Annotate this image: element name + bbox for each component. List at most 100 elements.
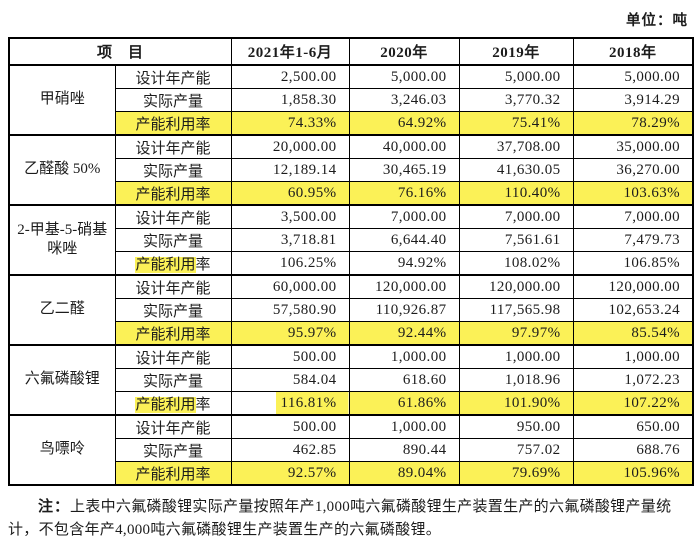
value-cell: 3,500.00 <box>230 204 350 229</box>
table-row: 产能利用率 92.57% 89.04% 79.69% 105.96% <box>9 461 694 486</box>
table-row: 2-甲基-5-硝基咪唑 设计年产能 3,500.00 7,000.00 7,000.00… <box>8 204 694 276</box>
table-body: 甲硝唑 设计年产能 2,500.00 5,000.00 5,000.00 5,000.00… <box>8 64 694 486</box>
product-cell: 乙醛酸 50% <box>8 134 116 206</box>
metric-label-cell: 产能利用率 <box>114 251 232 276</box>
value-cell: 462.85 <box>230 438 350 462</box>
table-row: 产能利用率 60.95% 76.16% 110.40% 103.63% <box>9 181 694 206</box>
value-cell: 618.60 <box>348 368 460 392</box>
value-cell: 3,718.81 <box>230 228 350 252</box>
capacity-table: 项 目 2021年1-6月 2020年 2019年 2018年 甲硝唑 设计年产能 2,50… <box>8 37 695 486</box>
value-cell: 101.90% <box>458 391 574 416</box>
value-cell: 500.00 <box>230 414 350 439</box>
value-cell: 120,000.00 <box>572 274 694 299</box>
table-row: 实际产量 1,858.30 3,246.03 3,770.32 3,914.29 <box>9 88 694 112</box>
value-cell: 36,270.00 <box>572 158 694 182</box>
metric-label-cell: 产能利用率 <box>114 391 232 416</box>
table-row: 甲硝唑 设计年产能 2,500.00 5,000.00 5,000.00 5,000.00 <box>8 64 694 136</box>
value-cell: 102,653.24 <box>572 298 694 322</box>
table-row: 产能利用率 116.81% 61.86% 101.90% 107.22% <box>9 391 694 416</box>
metric-label-highlight: 产能利用 <box>135 256 196 273</box>
product-cell: 鸟嘌呤 <box>8 414 116 486</box>
footnote: 注：上表中六氟磷酸锂实际产量按照年产1,000吨六氟磷酸锂生产装置生产的六氟磷酸… <box>8 496 690 543</box>
metric-label-cell: 设计年产能 <box>114 134 232 159</box>
value-cell: 650.00 <box>572 414 694 439</box>
table-row: 实际产量 584.04 618.60 1,018.96 1,072.23 <box>9 368 694 392</box>
value-cell: 7,000.00 <box>572 204 694 229</box>
value-cell: 1,000.00 <box>348 414 460 439</box>
value-cell: 40,000.00 <box>348 134 460 159</box>
value-cell: 30,465.19 <box>348 158 460 182</box>
value-cell: 5,000.00 <box>458 64 574 89</box>
value-cell: 106.25% <box>230 251 350 276</box>
value-cell: 7,000.00 <box>348 204 460 229</box>
metric-label-cell: 实际产量 <box>114 158 232 182</box>
col-header-year-0: 2021年1-6月 <box>230 37 350 66</box>
value-cell: 6,644.40 <box>348 228 460 252</box>
table-header: 项 目 2021年1-6月 2020年 2019年 2018年 <box>8 37 694 66</box>
product-cell: 甲硝唑 <box>8 64 116 136</box>
value-cell: 92.57% <box>230 461 350 486</box>
table-row: 实际产量 3,718.81 6,644.40 7,561.61 7,479.73 <box>9 228 694 252</box>
value-cell: 890.44 <box>348 438 460 462</box>
header-row: 项 目 2021年1-6月 2020年 2019年 2018年 <box>8 37 694 66</box>
value-cell: 7,561.61 <box>458 228 574 252</box>
metric-label-cell: 设计年产能 <box>114 414 232 439</box>
metric-label-cell: 产能利用率 <box>114 461 232 486</box>
value-cell: 688.76 <box>572 438 694 462</box>
value-cell: 110,926.87 <box>348 298 460 322</box>
value-cell: 7,479.73 <box>572 228 694 252</box>
table-row: 六氟磷酸锂 设计年产能 500.00 1,000.00 1,000.00 1,000.00 <box>8 344 694 416</box>
value-cell: 105.96% <box>572 461 694 486</box>
table-row: 实际产量 57,580.90 110,926.87 117,565.98 102,653… <box>9 298 694 322</box>
value-cell: 110.40% <box>458 181 574 206</box>
footnote-prefix: 注： <box>38 499 71 515</box>
table-row: 乙二醛 设计年产能 60,000.00 120,000.00 120,000.00 120… <box>8 274 694 346</box>
value-cell: 120,000.00 <box>348 274 460 299</box>
value-cell: 94.92% <box>348 251 460 276</box>
table-container: 项 目 2021年1-6月 2020年 2019年 2018年 甲硝唑 设计年产能 2,50… <box>8 37 695 486</box>
metric-label-cell: 产能利用率 <box>114 181 232 206</box>
product-cell: 六氟磷酸锂 <box>8 344 116 416</box>
value-cell: 103.63% <box>572 181 694 206</box>
col-header-item: 项 目 <box>8 37 232 66</box>
value-cell: 1,000.00 <box>458 344 574 369</box>
value-cell: 106.85% <box>572 251 694 276</box>
value-cell: 60,000.00 <box>230 274 350 299</box>
metric-label-cell: 设计年产能 <box>114 344 232 369</box>
product-cell: 乙二醛 <box>8 274 116 346</box>
value-cell: 950.00 <box>458 414 574 439</box>
table-row: 实际产量 462.85 890.44 757.02 688.76 <box>9 438 694 462</box>
col-header-year-1: 2020年 <box>348 37 460 66</box>
col-header-year-2: 2019年 <box>458 37 574 66</box>
value-cell: 3,246.03 <box>348 88 460 112</box>
value-cell: 78.29% <box>572 111 694 136</box>
metric-label-cell: 实际产量 <box>114 368 232 392</box>
value-cell: 95.97% <box>230 321 350 346</box>
product-cell: 2-甲基-5-硝基咪唑 <box>8 204 116 276</box>
value-cell: 2,500.00 <box>230 64 350 89</box>
value-cell: 3,770.32 <box>458 88 574 112</box>
value-cell: 41,630.05 <box>458 158 574 182</box>
value-cell: 61.86% <box>348 391 460 416</box>
value-cell: 3,914.29 <box>572 88 694 112</box>
value-cell: 1,018.96 <box>458 368 574 392</box>
value-cell: 117,565.98 <box>458 298 574 322</box>
footnote-text: 上表中六氟磷酸锂实际产量按照年产1,000吨六氟磷酸锂生产装置生产的六氟磷酸锂产… <box>8 499 672 539</box>
value-cell: 85.54% <box>572 321 694 346</box>
value-cell: 79.69% <box>458 461 574 486</box>
metric-label-cell: 设计年产能 <box>114 64 232 89</box>
value-cell: 7,000.00 <box>458 204 574 229</box>
value-cell: 500.00 <box>230 344 350 369</box>
metric-label-cell: 实际产量 <box>114 88 232 112</box>
value-cell: 1,000.00 <box>348 344 460 369</box>
value-cell: 116.81% <box>230 391 350 416</box>
value-cell: 92.44% <box>348 321 460 346</box>
value-cell: 89.04% <box>348 461 460 486</box>
metric-label-cell: 实际产量 <box>114 438 232 462</box>
table-row: 鸟嘌呤 设计年产能 500.00 1,000.00 950.00 650.00 <box>8 414 694 486</box>
value-cell: 584.04 <box>230 368 350 392</box>
metric-label-cell: 设计年产能 <box>114 274 232 299</box>
table-row: 乙醛酸 50% 设计年产能 20,000.00 40,000.00 37,708.00 3… <box>8 134 694 206</box>
metric-label-cell: 产能利用率 <box>114 321 232 346</box>
value-cell: 1,072.23 <box>572 368 694 392</box>
